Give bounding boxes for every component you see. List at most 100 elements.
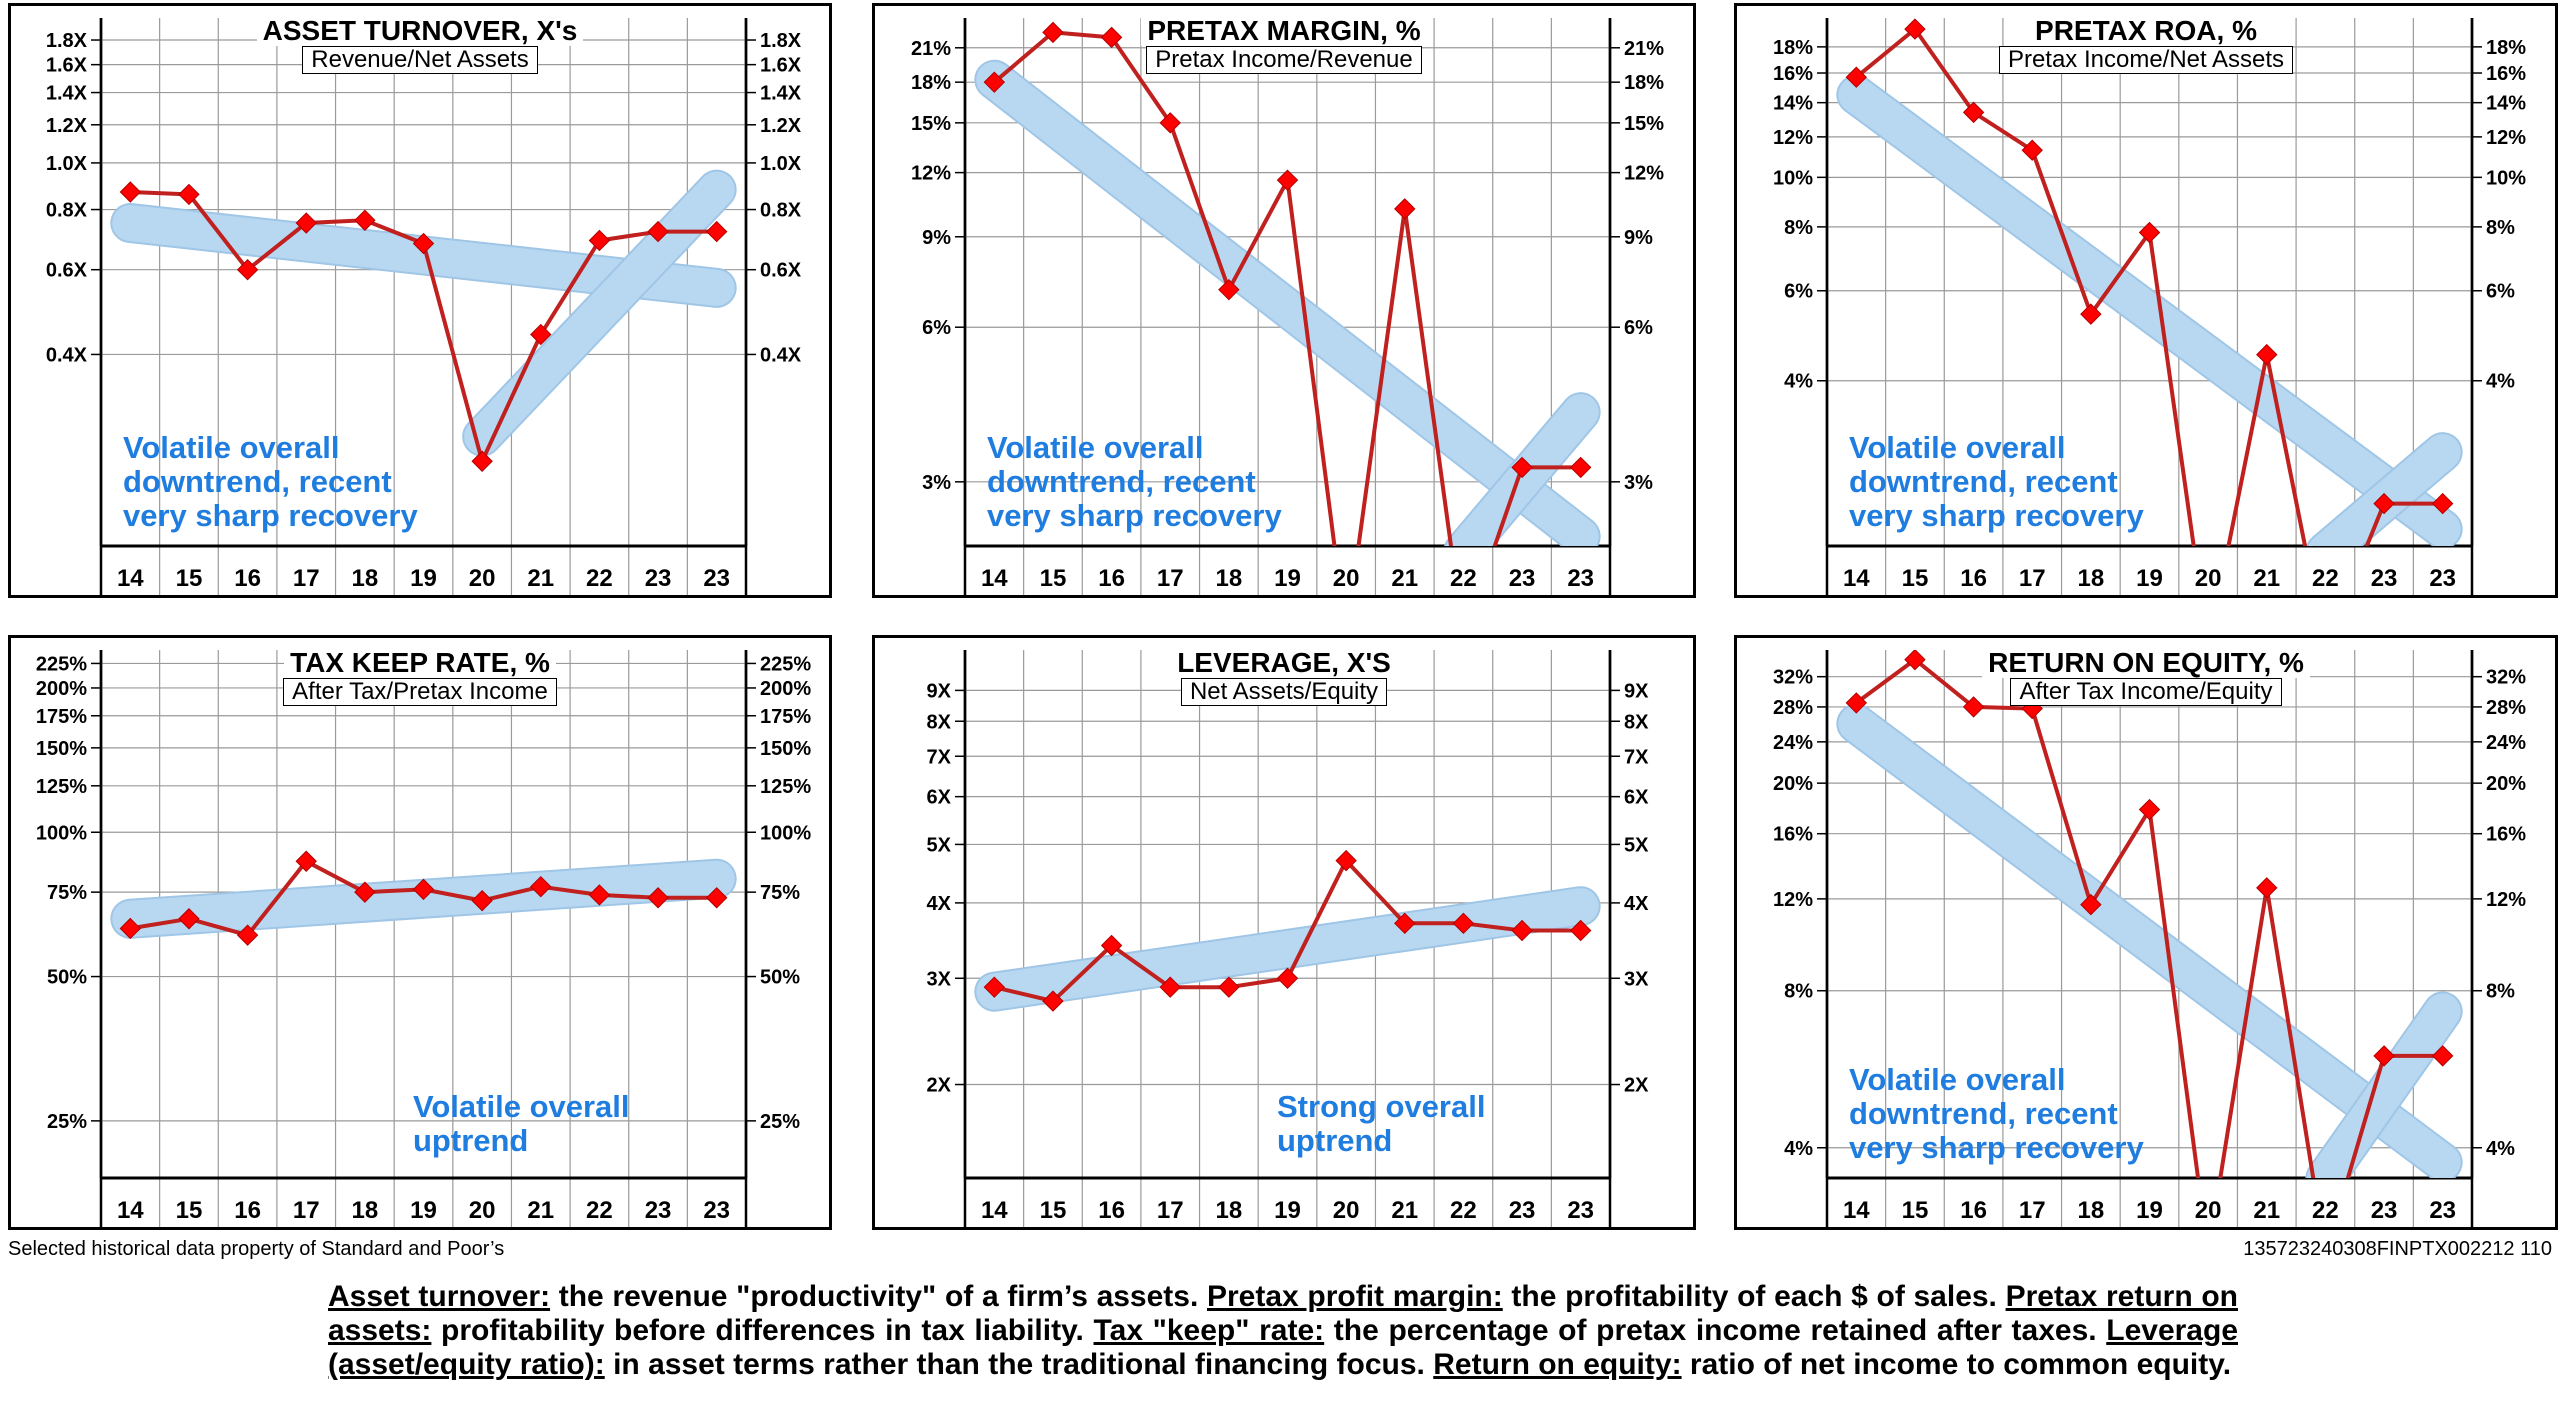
plot-area <box>974 849 1601 1012</box>
y-tick-label-left: 20% <box>1773 773 1813 795</box>
y-tick-label-left: 2X <box>927 1075 952 1097</box>
data-point <box>1335 849 1357 872</box>
data-point <box>983 71 1006 93</box>
glossary-definition: in asset terms rather than the tradition… <box>604 1348 1434 1381</box>
data-point <box>2431 1045 2454 1067</box>
data-point <box>178 908 200 930</box>
y-tick-label-left: 8% <box>1784 981 1813 1003</box>
y-tick-label-right: 18% <box>1624 72 1664 94</box>
data-point <box>530 323 552 346</box>
data-point <box>1159 976 1181 998</box>
y-tick-label-left: 0.8X <box>46 200 88 222</box>
chart-title: PRETAX ROA, % <box>2029 16 2263 46</box>
y-tick-label-right: 3X <box>1624 968 1649 990</box>
x-tick-label: 15 <box>1902 1197 1929 1224</box>
y-tick-label-right: 175% <box>760 706 811 728</box>
x-tick-label: 20 <box>1333 565 1360 592</box>
data-point <box>2021 139 2043 161</box>
y-tick-label-right: 28% <box>2486 697 2526 719</box>
data-point <box>1569 919 1592 942</box>
y-tick-label-right: 150% <box>760 738 811 760</box>
trend-annotation: Strong overall uptrend <box>1277 1089 1486 1158</box>
data-point <box>1511 919 1533 942</box>
data-point <box>705 887 728 909</box>
y-tick-label-left: 1.6X <box>46 55 88 77</box>
y-tick-label-left: 25% <box>47 1111 87 1133</box>
y-tick-label-left: 9% <box>922 227 951 249</box>
x-tick-label: 17 <box>2019 1197 2046 1224</box>
y-tick-label-left: 75% <box>47 882 87 904</box>
y-tick-label-left: 6% <box>1784 281 1813 303</box>
data-point <box>1276 967 1299 989</box>
x-tick-label: 15 <box>1040 1197 1067 1224</box>
y-tick-label-left: 18% <box>1773 37 1813 59</box>
y-tick-label-right: 8% <box>2486 217 2515 239</box>
x-tick-label: 23 <box>645 565 672 592</box>
data-point <box>471 450 493 472</box>
y-tick-label-left: 18% <box>911 72 951 94</box>
data-point <box>1218 976 1240 998</box>
data-point <box>1511 456 1533 479</box>
data-point <box>1042 21 1064 44</box>
plot-area <box>1836 18 2463 546</box>
chart-svg: 25% 25% 50% 50% 75% 75% 100% 100% 125% 125% 150% 15… <box>36 650 811 1227</box>
x-tick-label: 15 <box>176 1197 203 1224</box>
y-tick-label-left: 150% <box>36 738 87 760</box>
y-tick-label-left: 3% <box>922 472 951 494</box>
trend-band <box>2307 993 2461 1178</box>
y-tick-label-right: 125% <box>760 776 811 798</box>
data-point <box>2373 1045 2395 1067</box>
data-point <box>2373 492 2395 515</box>
plot-area <box>974 21 1601 546</box>
y-tick-label-left: 21% <box>911 38 951 60</box>
y-tick-label-left: 0.4X <box>46 344 88 366</box>
y-tick-label-right: 24% <box>2486 732 2526 754</box>
x-tick-label: 18 <box>352 1197 379 1224</box>
y-tick-label-right: 9% <box>1624 227 1653 249</box>
y-tick-label-left: 9X <box>927 680 952 702</box>
y-tick-label-right: 1.2X <box>760 115 802 137</box>
x-tick-label: 17 <box>1157 1197 1184 1224</box>
chart-subtitle: Revenue/Net Assets <box>302 46 538 74</box>
y-tick-label-left: 175% <box>36 706 87 728</box>
chart-panel: 4% 4% 6% 6% 8% 8% 10% 10% 12% 12% 14% 14% 16% 16% 18% 1… <box>1734 3 2558 598</box>
data-point <box>412 232 435 255</box>
y-tick-label-right: 225% <box>760 653 811 675</box>
glossary-term: Pretax profit margin: <box>1207 1280 1503 1313</box>
y-tick-label-right: 75% <box>760 882 800 904</box>
y-tick-label-right: 14% <box>2486 93 2526 115</box>
glossary: Asset turnover: the revenue "productivit… <box>328 1280 2238 1382</box>
chart-panel: 4% 4% 8% 8% 12% 12% 16% 16% 20% 20% 24% 24% 28% 28% 32… <box>1734 635 2558 1230</box>
chart-panel: 2X 2X 3X 3X 4X 4X 5X 5X 6X 6X 7X 7X 8X 8X 9X 9X 14 15 16 17… <box>872 635 1696 1230</box>
y-tick-label-right: 16% <box>2486 824 2526 846</box>
x-tick-label: 17 <box>1157 565 1184 592</box>
chart-title-block: PRETAX ROA, % Pretax Income/Net Assets <box>1737 16 2555 74</box>
trend-annotation: Volatile overall downtrend, recent very … <box>123 430 418 533</box>
x-tick-label: 14 <box>981 1197 1008 1224</box>
chart-panel: 0.4X 0.4X 0.6X 0.6X 0.8X 0.8X 1.0X 1.0X 1.2X 1.2X… <box>8 3 832 598</box>
y-tick-label-left: 16% <box>1773 63 1813 85</box>
x-tick-label: 20 <box>2195 565 2222 592</box>
glossary-definition: the profitability of each $ of sales. <box>1502 1280 2006 1313</box>
y-tick-label-left: 7X <box>927 746 952 768</box>
x-tick-label: 19 <box>1274 1197 1301 1224</box>
chart-svg: 4% 4% 6% 6% 8% 8% 10% 10% 12% 12% 14% 14% 16% 16% 18% 1… <box>1773 18 2526 595</box>
y-tick-label-left: 225% <box>36 653 87 675</box>
y-tick-label-right: 6X <box>1624 787 1649 809</box>
y-tick-label-right: 1.6X <box>760 55 802 77</box>
x-tick-label: 19 <box>410 565 437 592</box>
y-tick-label-right: 100% <box>760 822 811 844</box>
glossary-definition: ratio of net income to common equity. <box>1681 1348 2232 1381</box>
y-tick-label-right: 1.8X <box>760 30 802 52</box>
y-tick-label-right: 20% <box>2486 773 2526 795</box>
x-tick-label: 14 <box>1843 1197 1870 1224</box>
data-point <box>1042 990 1064 1012</box>
data-point <box>295 212 317 234</box>
y-tick-label-right: 6% <box>1624 317 1653 339</box>
y-tick-label-right: 4% <box>2486 1138 2515 1160</box>
glossary-term: Tax "keep" rate: <box>1093 1314 1325 1347</box>
x-tick-label: 16 <box>1098 565 1125 592</box>
chart-svg: 4% 4% 8% 8% 12% 12% 16% 16% 20% 20% 24% 24% 28% 28% 32… <box>1773 650 2526 1227</box>
data-point <box>1394 912 1416 935</box>
x-tick-label: 16 <box>234 565 261 592</box>
